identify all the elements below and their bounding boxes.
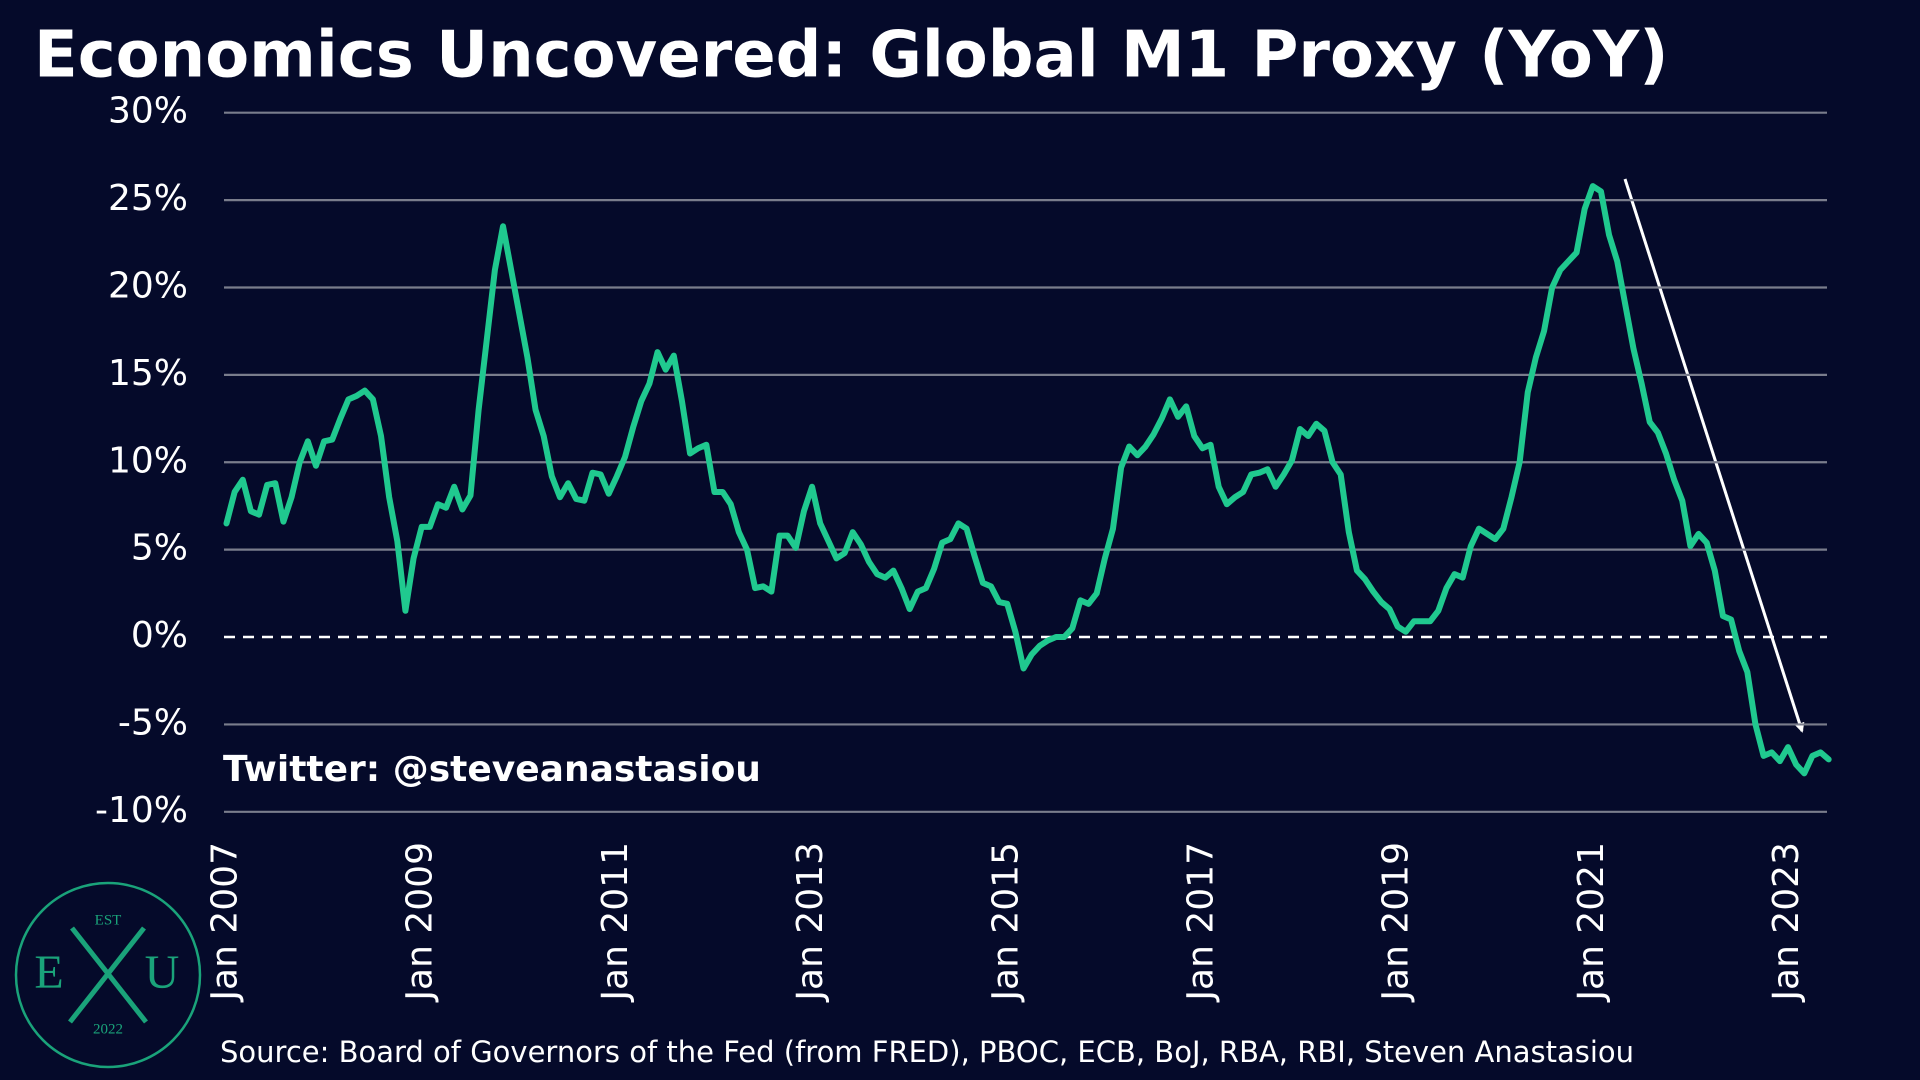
x-tick-label: Jan 2009 xyxy=(400,842,441,1003)
y-tick-label: 30% xyxy=(108,91,188,132)
source-note: Source: Board of Governors of the Fed (f… xyxy=(220,1035,1634,1069)
logo-text: E xyxy=(34,946,63,999)
logo-text: 2022 xyxy=(93,1021,123,1037)
y-tick-label: 5% xyxy=(131,528,188,569)
logo-text: U xyxy=(145,946,180,999)
y-tick-label: 20% xyxy=(108,265,188,306)
logo-ring xyxy=(14,881,202,1069)
x-tick-label: Jan 2013 xyxy=(790,842,831,1003)
y-tick-label: -5% xyxy=(118,702,188,743)
annotation: Twitter: @steveanastasiou xyxy=(223,749,761,790)
x-tick-label: Jan 2007 xyxy=(205,842,246,1003)
data-line xyxy=(223,183,1832,777)
y-tick-label: 25% xyxy=(108,178,188,219)
x-tick-label: Jan 2023 xyxy=(1766,842,1807,1003)
x-tick-label: Jan 2011 xyxy=(595,842,636,1003)
y-tick-label: -10% xyxy=(95,790,188,831)
chart-title: Economics Uncovered: Global M1 Proxy (Yo… xyxy=(34,19,1668,93)
trend-arrow xyxy=(1623,178,1805,733)
y-tick-label: 15% xyxy=(108,353,188,394)
x-tick-label: Jan 2021 xyxy=(1571,842,1612,1003)
y-tick-label: 10% xyxy=(108,440,188,481)
logo-text: EST xyxy=(95,912,122,928)
logo: EST E U 2022 xyxy=(14,881,202,1069)
x-tick-label: Jan 2019 xyxy=(1376,842,1417,1003)
x-tick-label: Jan 2015 xyxy=(985,842,1026,1003)
x-tick-label: Jan 2017 xyxy=(1180,842,1221,1003)
logo-sword xyxy=(68,926,146,1024)
y-tick-label: 0% xyxy=(131,615,188,656)
